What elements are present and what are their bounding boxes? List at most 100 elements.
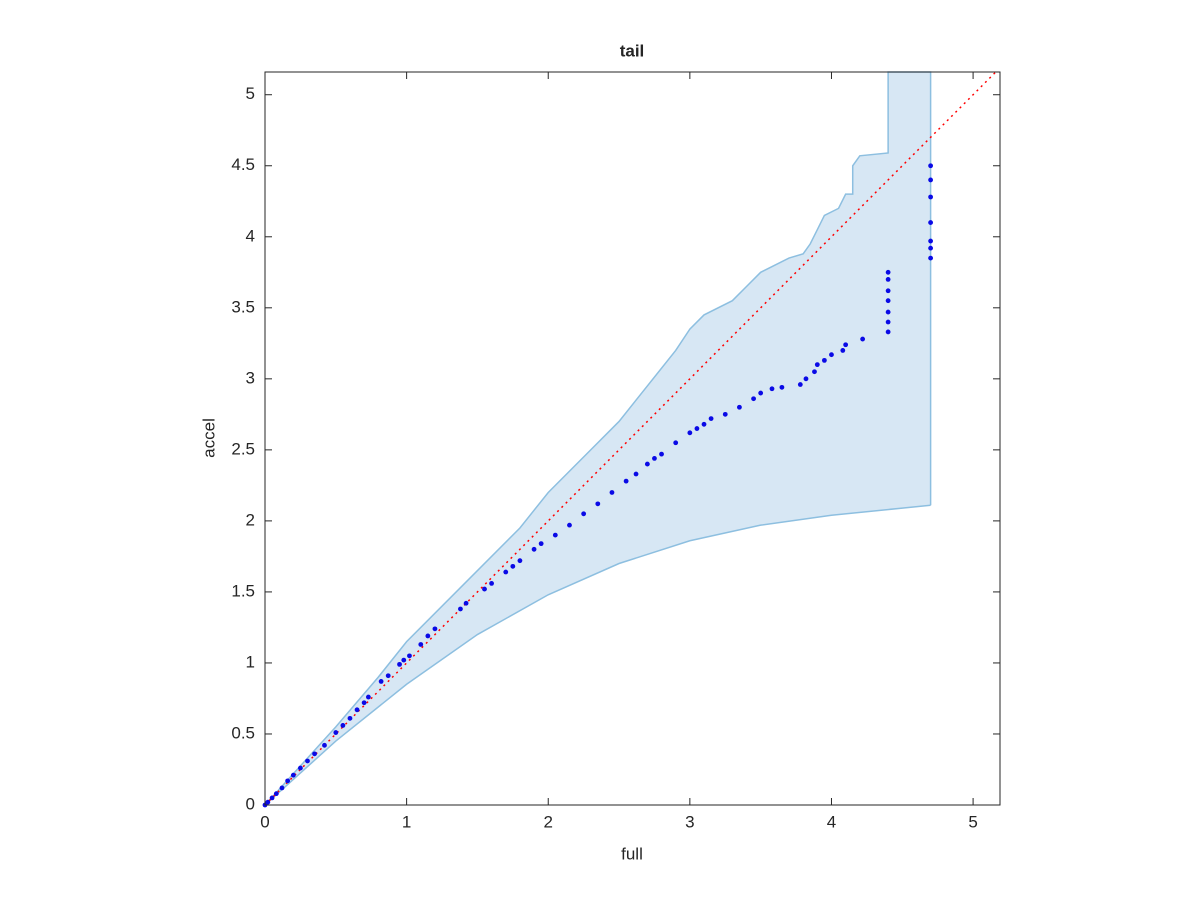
data-point	[385, 673, 391, 679]
y-tick-label: 1	[246, 652, 255, 671]
y-tick-label: 3	[246, 368, 255, 387]
data-point	[354, 707, 360, 713]
data-point	[285, 778, 291, 784]
data-point	[365, 694, 371, 700]
data-point	[829, 352, 834, 358]
data-point	[885, 276, 891, 282]
data-point	[489, 580, 494, 586]
data-point	[659, 451, 664, 457]
data-point	[298, 765, 303, 771]
data-point	[595, 501, 601, 507]
data-point	[425, 633, 431, 639]
y-axis-label: accel	[199, 418, 218, 458]
data-point	[510, 563, 516, 569]
x-tick-label: 5	[968, 812, 977, 831]
y-tick-label: 3.5	[231, 297, 255, 316]
y-tick-label: 5	[246, 84, 255, 103]
data-point	[378, 679, 384, 684]
data-point	[633, 471, 639, 477]
data-point	[401, 657, 407, 663]
data-point	[928, 220, 934, 225]
y-tick-label: 4.5	[231, 155, 255, 174]
data-point	[273, 791, 279, 797]
data-point	[503, 569, 509, 575]
data-point	[928, 194, 934, 200]
data-point	[340, 723, 346, 728]
confidence-band	[265, 72, 931, 805]
data-point	[928, 255, 934, 261]
data-point	[482, 586, 487, 592]
x-tick-label: 4	[827, 812, 836, 831]
data-point	[722, 411, 728, 417]
data-point	[885, 319, 891, 325]
data-point	[361, 700, 367, 706]
y-tick-label: 0	[246, 794, 255, 813]
data-point	[708, 416, 714, 422]
x-axis-label: full	[621, 844, 643, 863]
data-point	[928, 163, 934, 169]
data-point	[885, 288, 891, 294]
y-tick-label: 0.5	[231, 723, 255, 742]
data-point	[322, 742, 327, 748]
data-point	[312, 751, 317, 757]
data-point	[758, 390, 764, 396]
data-point	[860, 336, 866, 342]
data-point	[652, 455, 657, 461]
data-point	[843, 342, 849, 348]
data-point	[812, 369, 817, 375]
data-point	[567, 522, 572, 528]
reference-line	[264, 71, 997, 806]
data-point	[517, 558, 523, 564]
x-tick-label: 2	[544, 812, 553, 831]
y-tick-label: 1.5	[231, 581, 255, 600]
data-point	[885, 298, 891, 304]
plot-frame	[264, 71, 1001, 806]
data-point	[290, 772, 296, 778]
chart-title: tail	[620, 41, 645, 60]
data-point	[538, 541, 544, 547]
data-point	[840, 348, 846, 353]
data-point	[687, 430, 693, 436]
y-tick-label: 4	[246, 226, 255, 245]
y-tick-label: 2	[246, 510, 255, 529]
data-point	[769, 386, 775, 392]
data-point	[644, 461, 650, 467]
data-point	[397, 661, 402, 667]
data-point	[432, 626, 438, 632]
data-point	[737, 404, 742, 410]
data-point	[797, 382, 803, 387]
data-point	[418, 642, 424, 647]
data-point	[814, 362, 820, 368]
band-upper-edge	[264, 71, 932, 806]
data-point	[928, 245, 934, 251]
data-point	[609, 490, 615, 495]
data-point	[581, 511, 587, 517]
data-point	[269, 795, 275, 801]
data-point	[821, 357, 827, 363]
data-point	[673, 440, 679, 446]
data-point	[751, 396, 756, 402]
data-point	[531, 546, 537, 552]
data-point	[885, 329, 891, 335]
band-lower-edge	[264, 504, 931, 806]
data-point	[458, 606, 463, 612]
data-point	[347, 715, 353, 721]
x-tick-label: 0	[260, 812, 269, 831]
data-point	[694, 426, 700, 431]
data-point	[803, 376, 809, 382]
data-point	[463, 600, 469, 606]
data-point	[928, 177, 934, 183]
data-point	[552, 532, 558, 538]
data-point	[279, 785, 285, 791]
y-tick-label: 2.5	[231, 439, 255, 458]
data-point	[885, 309, 891, 315]
x-tick-label: 3	[685, 812, 694, 831]
data-point	[928, 238, 934, 244]
data-point	[305, 758, 310, 764]
data-point	[885, 269, 891, 275]
data-point	[779, 384, 785, 390]
data-point	[333, 730, 339, 735]
data-point	[407, 653, 412, 659]
